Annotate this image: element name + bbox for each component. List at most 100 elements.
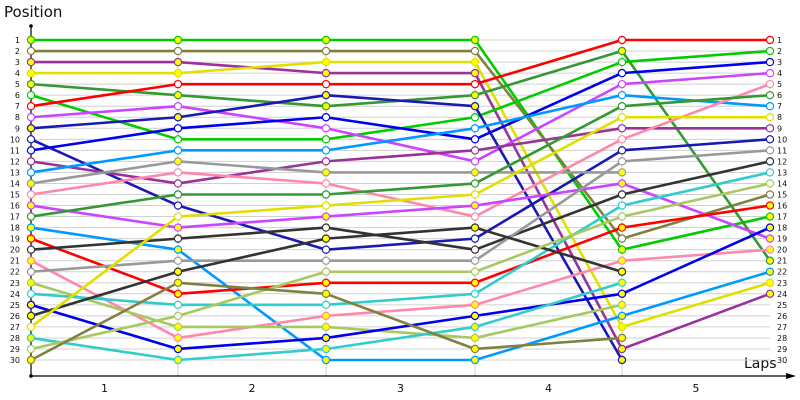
- y-tick-right: 18: [777, 224, 787, 233]
- y-tick-left: 30: [10, 356, 20, 365]
- data-point-marker: [26, 46, 36, 56]
- y-tick-left: 18: [10, 224, 20, 233]
- data-point-marker: [470, 344, 480, 354]
- data-point-marker: [470, 102, 480, 111]
- data-point-marker: [617, 245, 627, 254]
- data-point-marker: [617, 234, 627, 243]
- series-line-teal: [30, 171, 771, 307]
- data-point-marker: [321, 102, 331, 111]
- data-point-marker: [321, 90, 331, 100]
- x-tick-label: 5: [693, 382, 700, 395]
- data-point-marker: [26, 245, 36, 254]
- data-point-marker: [173, 57, 183, 67]
- series-line-dark-green-2: [30, 93, 771, 218]
- series-line-blue-2: [30, 226, 771, 351]
- y-tick-right: 29: [777, 345, 787, 354]
- y-tick-right: 17: [777, 213, 787, 222]
- data-point-marker: [617, 333, 627, 343]
- data-point-marker: [26, 311, 36, 321]
- data-point-marker: [173, 168, 183, 177]
- data-point-marker: [617, 57, 627, 67]
- series-line-red-2: [30, 204, 771, 296]
- y-tick-left: 11: [10, 146, 20, 155]
- data-point-marker: [617, 201, 627, 210]
- data-point-marker: [765, 223, 775, 232]
- y-tick-left: 17: [10, 213, 20, 222]
- x-tick-label: 1: [101, 382, 108, 395]
- data-point-marker: [173, 212, 183, 221]
- y-tick-right: 27: [777, 323, 787, 332]
- data-point-marker: [321, 146, 331, 155]
- data-point-marker: [173, 245, 183, 254]
- data-point-marker: [765, 35, 775, 45]
- y-tick-left: 9: [15, 124, 20, 133]
- y-tick-left: 6: [15, 91, 20, 100]
- data-point-marker: [26, 79, 36, 89]
- data-point-marker: [26, 157, 36, 166]
- y-tick-right: 13: [777, 168, 787, 177]
- data-point-marker: [26, 179, 36, 188]
- data-point-marker: [321, 234, 331, 243]
- data-point-marker: [173, 157, 183, 166]
- data-point-marker: [26, 212, 36, 221]
- data-point-marker: [617, 35, 627, 45]
- data-point-marker: [173, 90, 183, 100]
- data-point-marker: [321, 168, 331, 177]
- y-tick-right: 12: [777, 157, 787, 166]
- y-tick-left: 12: [10, 157, 20, 166]
- data-point-marker: [173, 278, 183, 287]
- y-tick-right: 23: [777, 279, 787, 288]
- data-point-marker: [173, 102, 183, 111]
- data-point-marker: [321, 267, 331, 276]
- data-point-marker: [173, 179, 183, 188]
- data-point-marker: [321, 113, 331, 122]
- data-point-marker: [765, 79, 775, 89]
- data-point-marker: [617, 289, 627, 299]
- series-markers: [26, 35, 775, 365]
- series-line-light-blue: [30, 93, 771, 174]
- y-tick-left: 20: [10, 246, 20, 255]
- data-point-marker: [26, 234, 36, 243]
- x-tick-label: 2: [249, 382, 256, 395]
- data-point-marker: [617, 212, 627, 221]
- data-point-marker: [173, 35, 183, 45]
- x-tick-label: 4: [545, 382, 552, 395]
- data-point-marker: [173, 300, 183, 310]
- data-point-marker: [26, 146, 36, 155]
- data-point-marker: [765, 68, 775, 78]
- y-tick-left: 19: [10, 235, 20, 244]
- data-point-marker: [321, 124, 331, 133]
- series-line-blue: [30, 60, 771, 152]
- y-tick-left: 10: [10, 135, 20, 144]
- data-point-marker: [470, 46, 480, 56]
- y-tick-right: 4: [777, 69, 782, 78]
- y-tick-left: 29: [10, 345, 20, 354]
- y-tick-left: 28: [10, 334, 20, 343]
- series-line-yellow-2: [30, 115, 770, 328]
- y-tick-right: 1: [777, 36, 782, 45]
- data-point-marker: [617, 46, 627, 56]
- data-point-marker: [173, 311, 183, 321]
- y-axis-title: Position: [4, 3, 63, 21]
- y-tick-right: 14: [777, 179, 787, 188]
- data-point-marker: [26, 113, 36, 122]
- data-point-marker: [26, 278, 36, 287]
- y-tick-left: 13: [10, 168, 20, 177]
- data-point-marker: [26, 168, 36, 177]
- data-point-marker: [321, 311, 331, 321]
- data-point-marker: [617, 135, 627, 144]
- data-point-marker: [321, 289, 331, 299]
- data-point-marker: [617, 157, 627, 166]
- y-tick-left: 2: [15, 47, 20, 56]
- data-point-marker: [173, 223, 183, 232]
- y-tick-left: 4: [15, 69, 20, 78]
- data-point-marker: [470, 35, 480, 45]
- data-point-marker: [173, 256, 183, 265]
- series-line-light-blue-2: [30, 226, 771, 362]
- data-point-marker: [617, 322, 627, 332]
- y-tick-left: 15: [10, 190, 20, 199]
- y-tick-right: 5: [777, 80, 782, 89]
- data-point-marker: [173, 333, 183, 343]
- data-point-marker: [765, 179, 775, 188]
- data-point-marker: [617, 355, 627, 365]
